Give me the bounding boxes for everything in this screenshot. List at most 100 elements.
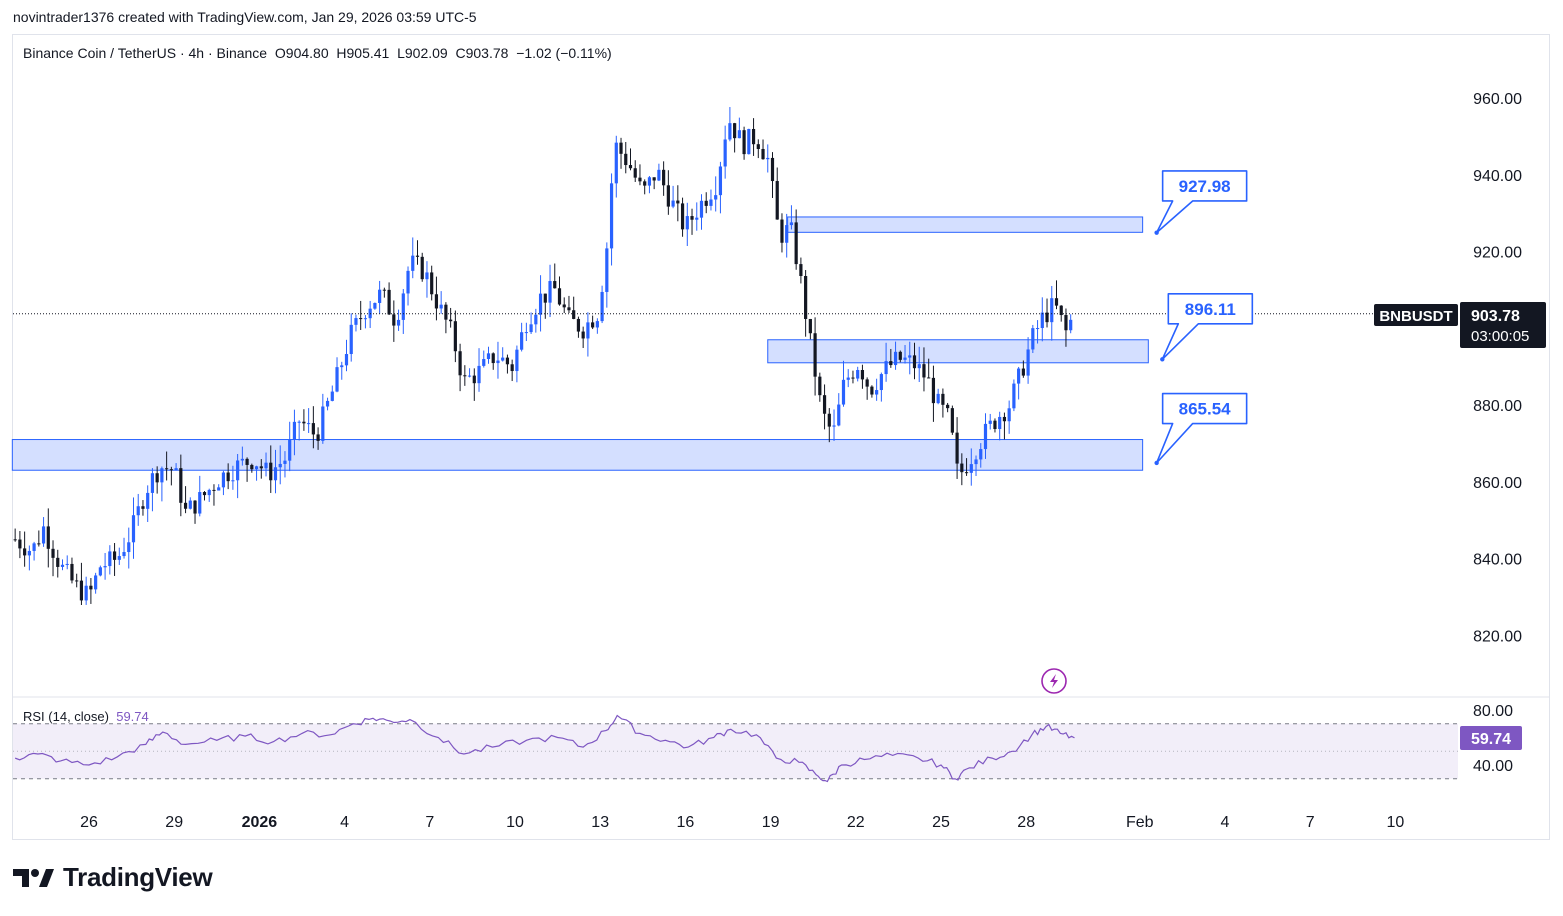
candle-body [581,331,585,339]
candle-body [311,423,315,435]
rsi-badge: 59.74 [1460,726,1522,750]
candle-body [591,322,595,328]
candle-body [103,566,107,568]
symbol-legend: Binance Coin / TetherUS · 4h · Binance O… [23,45,612,61]
candle-body [534,314,538,325]
candle-body [117,556,121,560]
candle-body [1026,349,1030,376]
zone-rect[interactable] [11,439,1144,471]
zone-rect[interactable] [767,339,1149,364]
candle-body [179,468,183,503]
tradingview-wordmark: TradingView [63,862,213,892]
candle-body [969,464,973,473]
candle-body [221,472,226,488]
candle-body [780,219,784,243]
candle-body [557,288,562,305]
candle-body [931,377,936,404]
rsi-label: RSI (14, close) [23,709,109,724]
zone-callout-box [1155,170,1248,234]
candle-body [1059,305,1063,316]
candle-body [453,321,457,352]
time-tick-label: Feb [1126,814,1154,831]
candle-body [742,130,746,155]
candle-body [496,360,500,364]
candle-body [321,406,325,441]
candle-body [922,364,926,378]
candles-group [13,107,1073,605]
candle-body [638,177,642,182]
candle-body [870,386,874,395]
candle-body [804,276,808,319]
time-tick-label: 25 [932,814,950,831]
candle-body [411,255,415,271]
candle-body [283,460,287,464]
candle-body [467,375,472,377]
candle-body [193,500,197,514]
candle-body [302,421,306,424]
time-tick-label: 29 [165,814,183,831]
candle-body [846,377,850,380]
rsi-axis[interactable]: 80.00 40.00 [1473,703,1513,775]
candle-body [562,304,566,308]
candle-body [373,302,377,309]
price-axis[interactable]: 960.00 940.00 920.00 880.00 860.00 840.00 820.… [1473,91,1522,645]
time-tick-label: 28 [1017,814,1035,831]
zone-callout-anchor [1154,230,1159,235]
candle-body [250,464,254,470]
zone-callout-box [1155,392,1248,464]
candle-body [60,564,65,567]
candle-body [879,374,883,391]
candle-body [486,353,491,360]
candle-body [714,195,718,200]
candle-body [553,281,557,289]
candle-body [827,413,831,427]
candle-body [903,357,907,360]
price-tick-label: 840.00 [1473,552,1522,569]
candle-body [1002,416,1007,422]
candle-body [18,539,22,549]
candle-body [449,319,453,322]
candle-body [207,489,211,496]
candle-body [46,526,50,549]
candle-body [382,289,386,291]
candle-body [690,216,694,220]
support-resistance-zones[interactable] [11,216,1149,471]
lightning-icon[interactable] [1041,668,1067,694]
chart-credit: novintrader1376 created with TradingView… [13,9,477,25]
rsi-legend: RSI (14, close) 59.74 [23,709,149,724]
candle-body [472,375,476,384]
candle-body [141,506,145,509]
time-axis[interactable]: 26 29 2026 4 7 10 13 16 19 22 25 28 Feb 4 7 10 [80,814,1404,831]
candle-body [699,200,704,218]
candle-body [998,416,1002,430]
candle-body [112,551,117,560]
candle-body [785,225,789,243]
candle-body [775,181,779,220]
candle-body [666,185,670,207]
candle-body [1017,368,1021,384]
time-tick-label: 22 [847,814,865,831]
candle-body [737,130,741,139]
symbol-name: Binance Coin / TetherUS · 4h · Binance [23,45,268,61]
candle-body [278,463,282,468]
candle-body [624,153,628,166]
rsi-badge-value: 59.74 [1471,731,1511,748]
candle-body [567,307,571,311]
candle-body [131,515,136,543]
zone-callout-anchor [1160,357,1165,362]
candle-body [269,462,273,481]
candle-body [396,319,401,326]
zone-rect[interactable] [787,216,1144,233]
tradingview-logo[interactable]: TradingView [13,862,213,893]
candle-body [662,169,666,186]
candle-body [174,468,178,471]
candle-body [136,506,140,516]
candle-body [108,551,112,567]
candle-body [898,351,902,360]
candle-body [979,449,983,460]
candle-body [231,480,235,482]
candle-body [212,489,216,491]
candle-body [505,357,510,365]
candle-body [988,420,992,424]
